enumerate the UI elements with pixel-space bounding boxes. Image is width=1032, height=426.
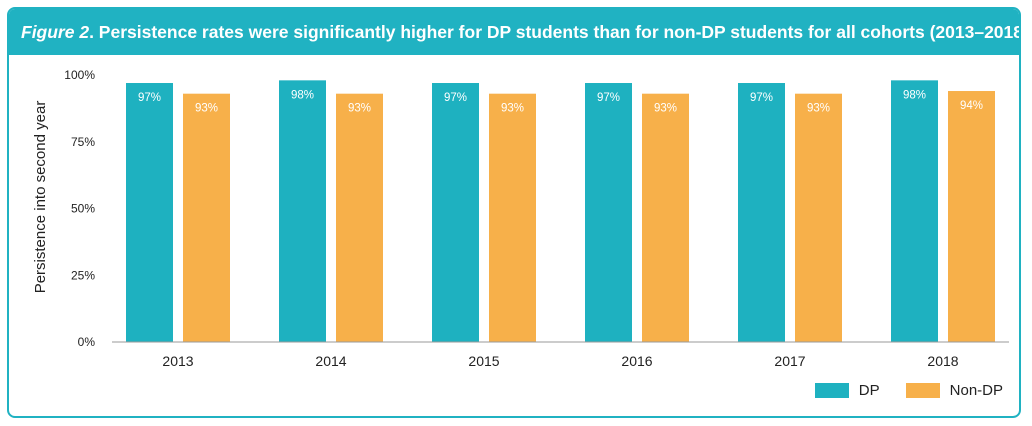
x-tick-label: 2013 <box>162 353 193 369</box>
y-tick-label: 0% <box>78 335 96 349</box>
bar-non-dp-2014 <box>336 93 383 342</box>
bar-dp-2013 <box>126 83 173 342</box>
bar-non-dp-2013 <box>183 93 230 342</box>
bar-dp-2018 <box>891 80 938 342</box>
bar-non-dp-2017 <box>795 93 842 342</box>
y-tick-label: 50% <box>71 202 95 216</box>
figure-number: Figure 2 <box>21 22 90 42</box>
bar-label-dp-2015: 97% <box>444 92 467 104</box>
x-axis-ticks: 2013 2014 2015 2016 2017 2018 <box>162 353 958 369</box>
x-tick-label: 2014 <box>315 353 346 369</box>
bar-label-dp-2014: 98% <box>291 89 314 101</box>
bar-non-dp-2016 <box>642 93 689 342</box>
bar-label-non-dp-2015: 93% <box>501 103 524 115</box>
bar-dp-2016 <box>585 83 632 342</box>
bar-label-non-dp-2013: 93% <box>195 103 218 115</box>
bar-dp-2014 <box>279 80 326 342</box>
y-tick-label: 25% <box>71 268 95 282</box>
bar-non-dp-2018 <box>948 91 995 343</box>
legend-label-non-dp: Non-DP <box>949 382 1003 399</box>
y-axis-label: Persistence into second year <box>32 101 49 294</box>
legend: DP Non-DP <box>789 382 1003 399</box>
bar-label-dp-2017: 97% <box>750 92 773 104</box>
bar-non-dp-2015 <box>489 93 536 342</box>
legend-item-dp: DP <box>814 382 880 399</box>
y-axis-ticks: 0% 25% 50% 75% 100% <box>64 68 95 349</box>
bar-label-dp-2013: 97% <box>138 92 161 104</box>
bar-label-dp-2016: 97% <box>597 92 620 104</box>
x-tick-label: 2017 <box>774 353 805 369</box>
x-tick-label: 2016 <box>621 353 652 369</box>
bar-label-non-dp-2016: 93% <box>654 103 677 115</box>
x-tick-label: 2015 <box>468 353 499 369</box>
bars <box>126 80 995 343</box>
bar-label-dp-2018: 98% <box>903 89 926 101</box>
bar-chart: Persistence into second year 0% 25% 50% 75%… <box>32 68 1009 369</box>
legend-label-dp: DP <box>858 382 880 399</box>
bar-label-non-dp-2017: 93% <box>807 103 830 115</box>
y-tick-label: 75% <box>71 135 95 149</box>
legend-swatch-non-dp <box>905 383 940 398</box>
bar-label-non-dp-2014: 93% <box>348 103 371 115</box>
figure-title: Figure 2. Persistence rates were signifi… <box>9 9 1019 55</box>
bar-label-non-dp-2018: 94% <box>960 100 983 112</box>
x-tick-label: 2018 <box>927 353 958 369</box>
bar-value-labels: 97% 93% 98% 93% 97% 93% 97% 93% 97% 93% 98% 94% <box>138 89 983 114</box>
bar-dp-2017 <box>738 83 785 342</box>
legend-item-non-dp: Non-DP <box>905 382 1003 399</box>
figure-title-text: . Persistence rates were significantly h… <box>89 22 1021 42</box>
figure-frame: Figure 2. Persistence rates were signifi… <box>7 7 1021 418</box>
legend-swatch-dp <box>814 383 849 398</box>
y-tick-label: 100% <box>64 68 95 82</box>
bar-dp-2015 <box>432 83 479 342</box>
